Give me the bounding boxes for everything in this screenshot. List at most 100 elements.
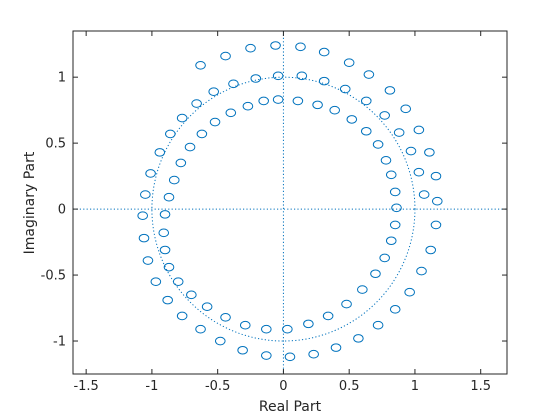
y-tick-label: -0.5 <box>41 269 66 284</box>
data-point <box>237 345 248 355</box>
x-tick-label: -1 <box>145 379 158 394</box>
y-tick-label: 1 <box>58 71 66 86</box>
data-point <box>295 42 306 52</box>
data-point <box>346 115 358 124</box>
data-point <box>341 299 352 309</box>
data-point <box>142 256 154 265</box>
data-point <box>303 319 314 329</box>
data-point <box>343 58 355 67</box>
data-point <box>172 277 184 286</box>
data-point <box>413 167 425 177</box>
y-axis-label: Imaginary Part <box>22 151 38 254</box>
data-point <box>363 70 375 79</box>
y-tick-label: 0 <box>58 203 66 218</box>
data-point <box>154 148 166 157</box>
x-tick-label: -0.5 <box>205 379 230 394</box>
data-point <box>284 352 296 362</box>
data-point <box>413 125 425 135</box>
data-point <box>360 126 372 136</box>
data-point <box>220 51 231 61</box>
data-point <box>318 76 330 86</box>
y-tick-label: -1 <box>53 335 66 350</box>
axis-ticks: -1.5 -1 -0.5 0 0.5 1 1.5 -1 -0.5 0 0.5 1 <box>41 31 507 394</box>
plot-area <box>73 31 507 374</box>
data-point <box>184 142 196 152</box>
data-point <box>195 61 206 70</box>
data-point <box>379 111 390 120</box>
data-point <box>239 320 251 330</box>
data-point <box>431 196 443 206</box>
data-point <box>389 220 401 230</box>
data-point <box>322 311 334 321</box>
data-point <box>424 148 435 157</box>
data-point <box>357 285 368 294</box>
data-point <box>163 262 175 272</box>
data-point <box>385 170 397 180</box>
data-point <box>145 169 156 178</box>
data-point <box>195 324 206 334</box>
data-point <box>175 158 187 168</box>
x-tick-label: 0.5 <box>339 379 360 394</box>
data-point <box>430 220 442 230</box>
data-point <box>312 100 323 110</box>
data-point <box>220 312 231 322</box>
x-tick-label: 1 <box>411 379 419 394</box>
data-point <box>400 104 412 114</box>
data-point <box>282 324 293 334</box>
plot-frame <box>72 30 508 375</box>
data-point <box>250 74 262 83</box>
data-point <box>389 187 401 197</box>
data-point <box>292 96 304 106</box>
data-point <box>159 245 171 255</box>
data-point <box>176 113 188 123</box>
data-point <box>196 129 208 139</box>
data-point <box>158 228 170 238</box>
data-point <box>186 290 197 300</box>
data-point <box>330 343 342 352</box>
data-point <box>272 95 284 104</box>
data-point <box>404 287 415 297</box>
data-point <box>165 129 176 139</box>
data-point <box>339 84 351 94</box>
x-tick-label: -1.5 <box>73 379 98 394</box>
data-point <box>379 253 390 263</box>
data-point <box>418 190 430 199</box>
data-point <box>242 101 254 111</box>
data-point <box>245 43 256 53</box>
data-point <box>318 47 330 57</box>
data-point <box>159 210 171 219</box>
x-tick-label: 1.5 <box>470 379 491 394</box>
data-point <box>372 320 384 330</box>
unit-circle <box>151 76 416 342</box>
data-point <box>140 190 151 199</box>
data-point <box>228 79 239 89</box>
data-point <box>137 211 149 220</box>
reference-lines <box>73 31 507 374</box>
data-point <box>308 349 319 359</box>
data-point <box>384 86 396 95</box>
data-point <box>138 233 150 243</box>
data-point <box>380 155 392 165</box>
data-point <box>272 71 284 81</box>
data-point <box>329 105 341 115</box>
data-point <box>393 128 405 137</box>
data-point <box>405 146 417 156</box>
data-point <box>214 336 226 346</box>
data-point <box>372 140 384 149</box>
data-point <box>370 269 381 279</box>
data-point <box>201 302 213 312</box>
data-markers <box>137 41 443 362</box>
x-axis-label: Real Part <box>259 399 322 415</box>
data-point <box>176 311 188 321</box>
data-point <box>430 171 442 181</box>
data-point <box>209 117 221 127</box>
data-point <box>208 87 220 96</box>
data-point <box>191 99 202 108</box>
data-point <box>416 266 427 276</box>
data-point <box>385 236 397 246</box>
data-point <box>168 175 180 185</box>
data-point <box>391 203 402 213</box>
x-tick-label: 0 <box>279 379 287 394</box>
data-point <box>258 96 269 106</box>
